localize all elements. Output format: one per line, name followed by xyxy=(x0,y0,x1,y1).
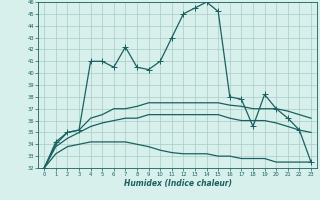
X-axis label: Humidex (Indice chaleur): Humidex (Indice chaleur) xyxy=(124,179,232,188)
